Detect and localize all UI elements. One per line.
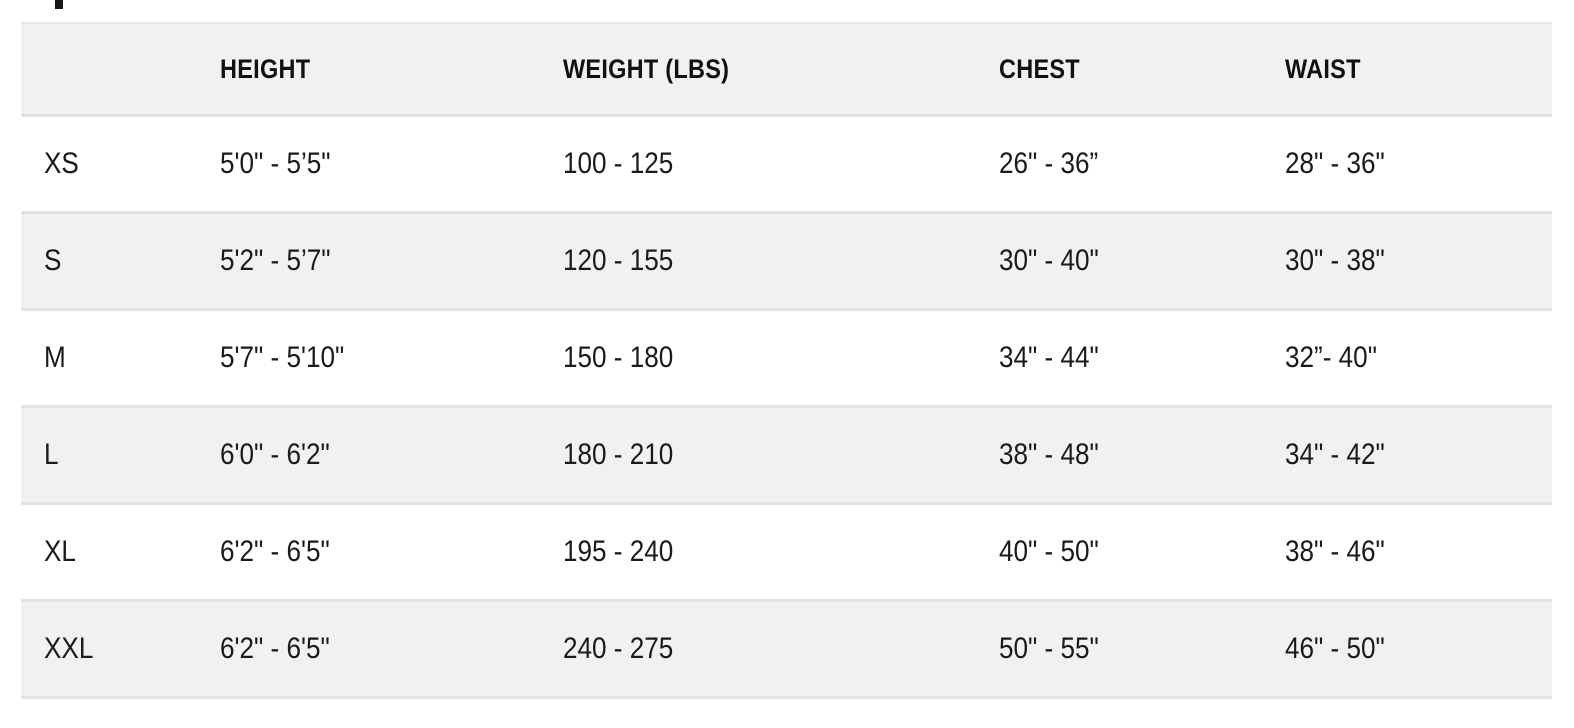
height-cell: 6'2" - 6'5" (220, 632, 330, 665)
size-cell: L (44, 438, 59, 471)
size-cell: XS (44, 147, 79, 180)
weight-cell: 240 - 275 (563, 632, 674, 665)
header-height: HEIGHT (220, 53, 311, 84)
size-cell: XXL (44, 632, 94, 665)
height-cell: 5'0" - 5’5" (220, 147, 331, 180)
chest-cell: 38" - 48" (999, 438, 1099, 471)
height-cell: 5'7" - 5'10" (220, 341, 345, 374)
size-chart-body: XS 5'0" - 5’5" 100 - 125 26" - 36” 28" -… (21, 116, 1552, 698)
weight-cell: 100 - 125 (563, 147, 674, 180)
height-cell: 6'2" - 6'5" (220, 535, 330, 568)
weight-cell: 180 - 210 (563, 438, 674, 471)
waist-cell: 30" - 38" (1285, 244, 1385, 277)
weight-cell: 150 - 180 (563, 341, 674, 374)
header-chest: CHEST (999, 53, 1080, 84)
size-cell: XL (44, 535, 76, 568)
header-size (21, 23, 220, 116)
weight-cell: 195 - 240 (563, 535, 674, 568)
weight-cell: 120 - 155 (563, 244, 674, 277)
table-row-l: L 6'0" - 6'2" 180 - 210 38" - 48" 34" - … (21, 406, 1552, 504)
table-row-xs: XS 5'0" - 5’5" 100 - 125 26" - 36” 28" -… (21, 116, 1552, 213)
height-cell: 6'0" - 6'2" (220, 438, 330, 471)
size-chart-header: HEIGHT WEIGHT (LBS) CHEST WAIST (21, 23, 1552, 116)
chest-cell: 40" - 50" (999, 535, 1099, 568)
waist-cell: 32”- 40" (1285, 341, 1377, 374)
chest-cell: 34" - 44" (999, 341, 1099, 374)
chest-cell: 30" - 40" (999, 244, 1099, 277)
table-row-m: M 5'7" - 5'10" 150 - 180 34" - 44" 32”- … (21, 310, 1552, 407)
waist-cell: 46" - 50" (1285, 632, 1385, 665)
table-row-xxl: XXL 6'2" - 6'5" 240 - 275 50" - 55" 46" … (21, 600, 1552, 698)
table-row-s: S 5'2" - 5’7" 120 - 155 30" - 40" 30" - … (21, 212, 1552, 310)
cropped-text-remnant (55, 0, 63, 9)
header-weight: WEIGHT (LBS) (563, 53, 730, 84)
height-cell: 5'2" - 5’7" (220, 244, 331, 277)
waist-cell: 34" - 42" (1285, 438, 1385, 471)
size-chart-container: HEIGHT WEIGHT (LBS) CHEST WAIST XS 5'0" … (21, 22, 1552, 699)
size-cell: S (44, 244, 62, 277)
waist-cell: 28" - 36" (1285, 147, 1385, 180)
header-row: HEIGHT WEIGHT (LBS) CHEST WAIST (21, 23, 1552, 116)
chest-cell: 26" - 36” (999, 147, 1099, 180)
table-row-xl: XL 6'2" - 6'5" 195 - 240 40" - 50" 38" -… (21, 504, 1552, 601)
size-cell: M (44, 341, 66, 374)
waist-cell: 38" - 46" (1285, 535, 1385, 568)
chest-cell: 50" - 55" (999, 632, 1099, 665)
header-waist: WAIST (1285, 53, 1361, 84)
size-chart-table: HEIGHT WEIGHT (LBS) CHEST WAIST XS 5'0" … (21, 22, 1552, 699)
